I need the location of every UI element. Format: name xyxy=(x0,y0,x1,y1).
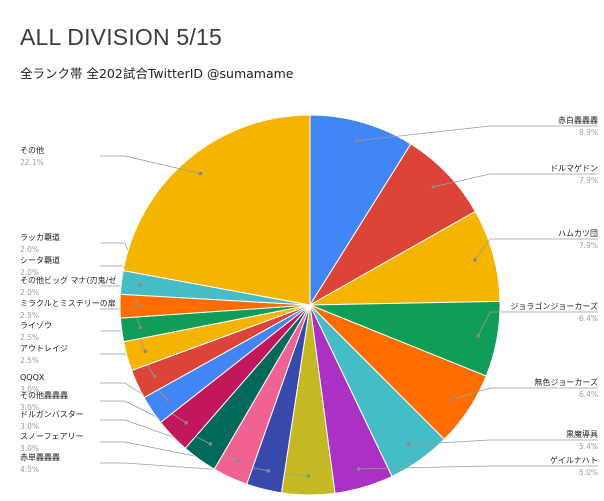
slice-percent-label: 3.0% xyxy=(20,422,39,431)
leader-dot xyxy=(266,469,271,473)
slice-percent-label: 22.1% xyxy=(20,158,44,167)
slice-label: ドルガンバスター xyxy=(20,409,84,419)
slice-percent-label: 5.4% xyxy=(579,442,598,451)
leader-line xyxy=(433,173,598,188)
slice-percent-label: 3.0% xyxy=(20,385,39,394)
slice-label: 赤白轟轟轟 xyxy=(558,115,598,125)
leader-dot xyxy=(138,325,143,330)
leader-line xyxy=(474,238,598,261)
leader-dot xyxy=(152,374,157,379)
slice-label: その他 xyxy=(20,145,44,155)
leader-dot xyxy=(355,138,360,143)
slice-percent-label: 2.0% xyxy=(20,288,39,297)
pie-slice xyxy=(122,114,311,306)
slice-percent-label: 3.0% xyxy=(20,403,39,412)
slice-label: ライゾウ xyxy=(20,321,52,330)
slice-label: その他ビッグ マナ(刃鬼/ゼ xyxy=(20,275,116,285)
slice-percent-label: 8.9% xyxy=(579,128,598,137)
leader-dot xyxy=(198,171,203,176)
slice-label: 赤単轟轟轟 xyxy=(20,452,60,462)
leader-dot xyxy=(184,421,188,425)
slice-label: スノーフェアリー xyxy=(20,432,84,441)
leader-dot xyxy=(476,334,481,338)
leader-dot xyxy=(473,258,477,262)
pie-slice xyxy=(309,210,501,306)
leader-line xyxy=(100,155,201,174)
slice-percent-label: 3.0% xyxy=(20,444,39,453)
slice-percent-label: 2.5% xyxy=(20,311,39,320)
leader-dot xyxy=(165,398,170,402)
slice-percent-label: 5.0% xyxy=(579,468,598,477)
slice-label: シータ覇道 xyxy=(20,255,60,265)
slice-percent-label: 2.0% xyxy=(20,245,39,254)
slice-percent-label: 2.0% xyxy=(20,268,39,277)
slice-percent-label: 2.5% xyxy=(20,356,39,365)
pie-slice xyxy=(309,143,477,306)
slice-label: ハムカツ団 xyxy=(558,229,598,238)
slice-percent-label: 4.5% xyxy=(20,465,39,474)
leader-dot xyxy=(138,282,142,287)
slice-label: ゲイルナハト xyxy=(550,455,598,465)
leader-dot xyxy=(137,304,141,308)
slice-label: アウトレイジ xyxy=(20,344,68,353)
leader-line xyxy=(408,439,598,445)
pie-slice xyxy=(309,114,412,307)
slice-label: ジョラゴンジョーカーズ xyxy=(510,301,598,311)
slice-percent-label: 2.5% xyxy=(20,333,39,342)
slice-label: QQQX xyxy=(20,373,45,382)
slice-label: ドルマゲドン xyxy=(550,163,598,173)
slice-label: ミラクルとミステリーの扉 xyxy=(20,298,116,308)
leader-dot xyxy=(143,349,148,354)
chart-title: ALL DIVISION 5/15 xyxy=(20,24,222,50)
leader-dot xyxy=(356,467,361,471)
leader-line xyxy=(452,387,598,400)
leader-dot xyxy=(407,442,411,447)
leader-dot xyxy=(236,458,240,463)
slice-label: 無色ジョーカーズ xyxy=(534,377,598,387)
chart-subtitle: 全ランク帯 全202試合TwitterID @sumamame xyxy=(20,66,294,81)
leader-dot xyxy=(431,185,436,189)
slice-percent-label: 7.9% xyxy=(579,241,598,250)
slice-label: ラッカ覇道 xyxy=(20,232,60,242)
leader-dot xyxy=(450,397,455,402)
slice-label: その他轟轟轟 xyxy=(20,390,68,400)
leader-line xyxy=(357,125,598,141)
slice-percent-label: 6.4% xyxy=(579,390,598,399)
slice-percent-label: 6.4% xyxy=(579,314,598,323)
slice-percent-label: 7.9% xyxy=(579,176,598,185)
leader-line xyxy=(358,465,598,470)
leader-line xyxy=(477,311,598,337)
leader-dot xyxy=(306,474,311,478)
slice-label: 黒魔導具 xyxy=(566,429,598,439)
leader-dot xyxy=(208,442,213,446)
